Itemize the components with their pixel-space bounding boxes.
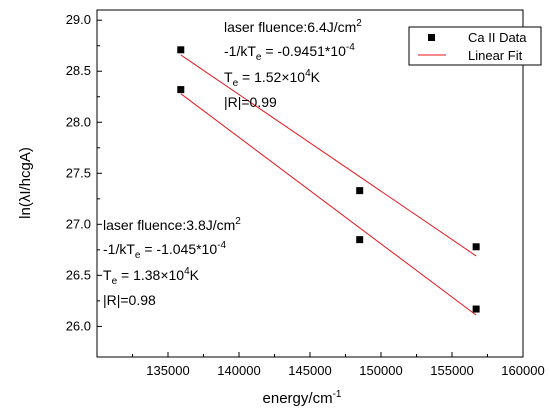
x-tick-label: 155000 bbox=[430, 363, 473, 378]
annotation-high-fluence: laser fluence:6.4J/cm2 -1/kTe = -0.9451*… bbox=[224, 18, 362, 110]
annotation-low-fluence: laser fluence:3.8J/cm2 -1/kTe = -1.045*1… bbox=[103, 216, 241, 308]
data-points bbox=[177, 46, 480, 313]
svg-text:laser fluence:3.8J/cm2: laser fluence:3.8J/cm2 bbox=[103, 216, 241, 233]
svg-text:Te = 1.52×104K: Te = 1.52×104K bbox=[224, 68, 321, 89]
legend-label-linear-fit: Linear Fit bbox=[468, 48, 523, 63]
svg-text:-1/kTe = -1.045*10-4: -1/kTe = -1.045*10-4 bbox=[103, 240, 226, 261]
data-point-s1-2 bbox=[356, 187, 364, 195]
x-axis-title: energy/cm-1 bbox=[263, 389, 342, 407]
fit-lines bbox=[180, 54, 477, 316]
y-axis-title: ln(λI/hcgA) bbox=[17, 147, 34, 219]
y-tick-label: 28.5 bbox=[66, 63, 91, 78]
svg-text:laser fluence:6.4J/cm2: laser fluence:6.4J/cm2 bbox=[224, 18, 362, 35]
x-tick-label: 145000 bbox=[288, 363, 331, 378]
x-tick-label: 160000 bbox=[501, 363, 544, 378]
data-point-s2-1 bbox=[177, 86, 185, 94]
legend-box bbox=[408, 26, 542, 66]
data-point-s2-2 bbox=[356, 236, 364, 244]
svg-text:|R|=0.99: |R|=0.99 bbox=[224, 94, 277, 110]
legend: Ca II Data Linear Fit bbox=[408, 26, 542, 66]
y-tick-label: 26.5 bbox=[66, 267, 91, 282]
y-tick-label: 26.0 bbox=[66, 318, 91, 333]
x-axis-ticks: 135000 140000 145000 150000 155000 160000 bbox=[132, 352, 545, 378]
data-point-s2-3 bbox=[472, 305, 480, 313]
x-tick-label: 150000 bbox=[359, 363, 402, 378]
x-tick-label: 140000 bbox=[217, 363, 260, 378]
fit-line-2 bbox=[180, 93, 477, 316]
y-tick-label: 27.5 bbox=[66, 165, 91, 180]
svg-text:Te = 1.38×104K: Te = 1.38×104K bbox=[103, 266, 200, 287]
svg-text:-1/kTe = -0.9451*10-4: -1/kTe = -0.9451*10-4 bbox=[224, 42, 355, 63]
y-tick-label: 28.0 bbox=[66, 114, 91, 129]
legend-label-ca-ii-data: Ca II Data bbox=[468, 30, 527, 45]
x-tick-label: 135000 bbox=[146, 363, 189, 378]
legend-marker-ca-ii-data bbox=[428, 34, 435, 41]
y-tick-label: 29.0 bbox=[66, 12, 91, 27]
y-axis-ticks: 26.0 26.5 27.0 27.5 28.0 28.5 29.0 bbox=[66, 12, 102, 333]
fit-line-1 bbox=[180, 54, 477, 257]
data-point-s1-3 bbox=[472, 243, 480, 251]
data-point-s1-1 bbox=[177, 46, 185, 54]
svg-text:|R|=0.98: |R|=0.98 bbox=[103, 292, 156, 308]
y-tick-label: 27.0 bbox=[66, 216, 91, 231]
